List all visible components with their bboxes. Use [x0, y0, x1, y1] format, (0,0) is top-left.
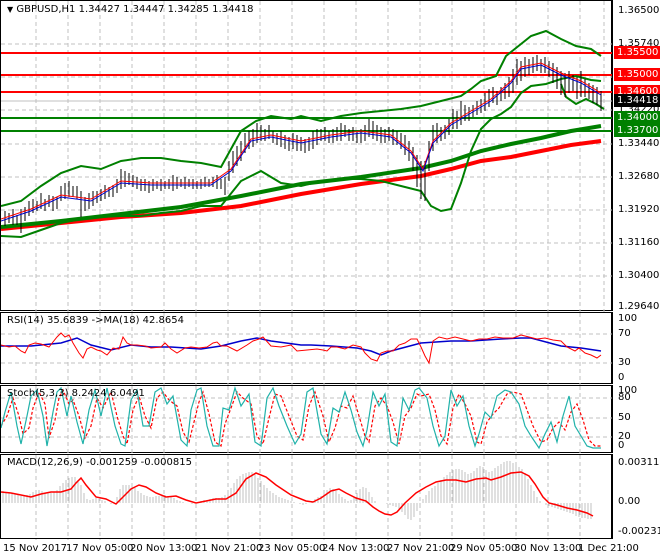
- price-axis-label: 1.31160: [618, 237, 660, 248]
- rsi-canvas: [1, 313, 613, 385]
- rsi-title: RSI(14) 35.6839 ->MA(18) 42.8654: [7, 315, 184, 326]
- rsi-axis-label: 0: [618, 372, 625, 383]
- price-axis-label: 1.29640: [618, 301, 660, 312]
- time-axis-label: 17 Nov 05:00: [66, 543, 134, 554]
- time-axis-label: 21 Nov 21:00: [195, 543, 263, 554]
- time-axis-label: 27 Nov 21:00: [387, 543, 455, 554]
- macd-axis: 0.003111 0.00 -0.002312: [612, 454, 660, 539]
- stochastic-title: Stoch(5,3,3) 8.2424 6.0491: [7, 388, 145, 399]
- price-axis-label: 1.33440: [618, 138, 660, 149]
- price-chart-canvas: [1, 1, 613, 312]
- price-axis-label: 1.30400: [618, 270, 660, 281]
- rsi-axis-label: 100: [618, 313, 638, 324]
- support-tag: 1.34000: [614, 111, 660, 124]
- rsi-axis-label: 30: [618, 357, 631, 368]
- time-axis-label: 15 Nov 2017: [3, 543, 68, 554]
- ma-green-line: [1, 124, 602, 229]
- time-axis-label: 1 Dec 21:00: [578, 543, 639, 554]
- rsi-line: [1, 332, 602, 365]
- macd-axis-label: 0.003111: [618, 457, 660, 468]
- bollinger-lower: [1, 74, 602, 239]
- macd-canvas: [1, 455, 594, 540]
- ma-fast-red: [1, 62, 602, 220]
- main-chart-panel[interactable]: ▼ GBPUSD,H1 1.34427 1.34447 1.34285 1.34…: [0, 0, 613, 312]
- time-axis-label: 29 Nov 05:00: [450, 543, 518, 554]
- time-axis-label: 23 Nov 05:00: [258, 543, 326, 554]
- price-axis-label: 1.34220: [618, 104, 660, 115]
- rsi-panel[interactable]: RSI(14) 35.6839 ->MA(18) 42.8654: [0, 312, 613, 385]
- ma-fast-blue: [1, 64, 602, 222]
- price-axis-label: 1.35740: [618, 38, 660, 49]
- price-axis-label: 1.32680: [618, 171, 660, 182]
- support-tag: 1.33700: [614, 124, 660, 137]
- triangle-down-icon[interactable]: ▼: [7, 5, 14, 14]
- chart-title-bar: ▼ GBPUSD,H1 1.34427 1.34447 1.34285 1.34…: [7, 4, 254, 15]
- stochastic-axis: 100 80 50 20 0: [612, 385, 660, 453]
- current-price-tag: 1.34418: [614, 94, 660, 107]
- stoch-axis-label: 20: [618, 431, 631, 442]
- stoch-main-line: [1, 386, 601, 450]
- macd-axis-label: -0.002312: [618, 526, 660, 537]
- price-axis[interactable]: 1.36500 1.35740 1.34220 1.33440 1.32680 …: [612, 0, 660, 312]
- rsi-ma-line: [1, 337, 602, 356]
- price-axis-label: 1.31920: [618, 204, 660, 215]
- resistance-tag: 1.35500: [614, 46, 660, 59]
- stoch-axis-label: 0: [618, 440, 625, 451]
- time-axis-label: 30 Nov 13:00: [514, 543, 582, 554]
- stoch-axis-label: 80: [618, 392, 631, 403]
- stochastic-canvas: [1, 386, 613, 454]
- time-axis-label: 24 Nov 13:00: [322, 543, 390, 554]
- macd-signal-line: [1, 471, 594, 517]
- price-axis-label: 1.36500: [618, 5, 660, 16]
- stoch-axis-label: 100: [618, 385, 638, 396]
- macd-panel[interactable]: MACD(12,26,9) -0.001259 -0.000815: [0, 454, 612, 540]
- macd-title: MACD(12,26,9) -0.001259 -0.000815: [7, 457, 192, 468]
- rsi-axis-label: 70: [618, 328, 631, 339]
- chart-title: GBPUSD,H1 1.34427 1.34447 1.34285 1.3441…: [16, 4, 254, 15]
- bollinger-upper: [1, 29, 602, 207]
- resistance-tag: 1.35000: [614, 68, 660, 81]
- stoch-axis-label: 50: [618, 412, 631, 423]
- macd-axis-label: 0.00: [618, 496, 641, 507]
- rsi-axis: 100 70 30 0: [612, 312, 660, 384]
- time-axis: 15 Nov 2017 17 Nov 05:00 20 Nov 13:00 21…: [0, 539, 660, 560]
- time-axis-label: 20 Nov 13:00: [130, 543, 198, 554]
- stochastic-panel[interactable]: Stoch(5,3,3) 8.2424 6.0491: [0, 385, 613, 454]
